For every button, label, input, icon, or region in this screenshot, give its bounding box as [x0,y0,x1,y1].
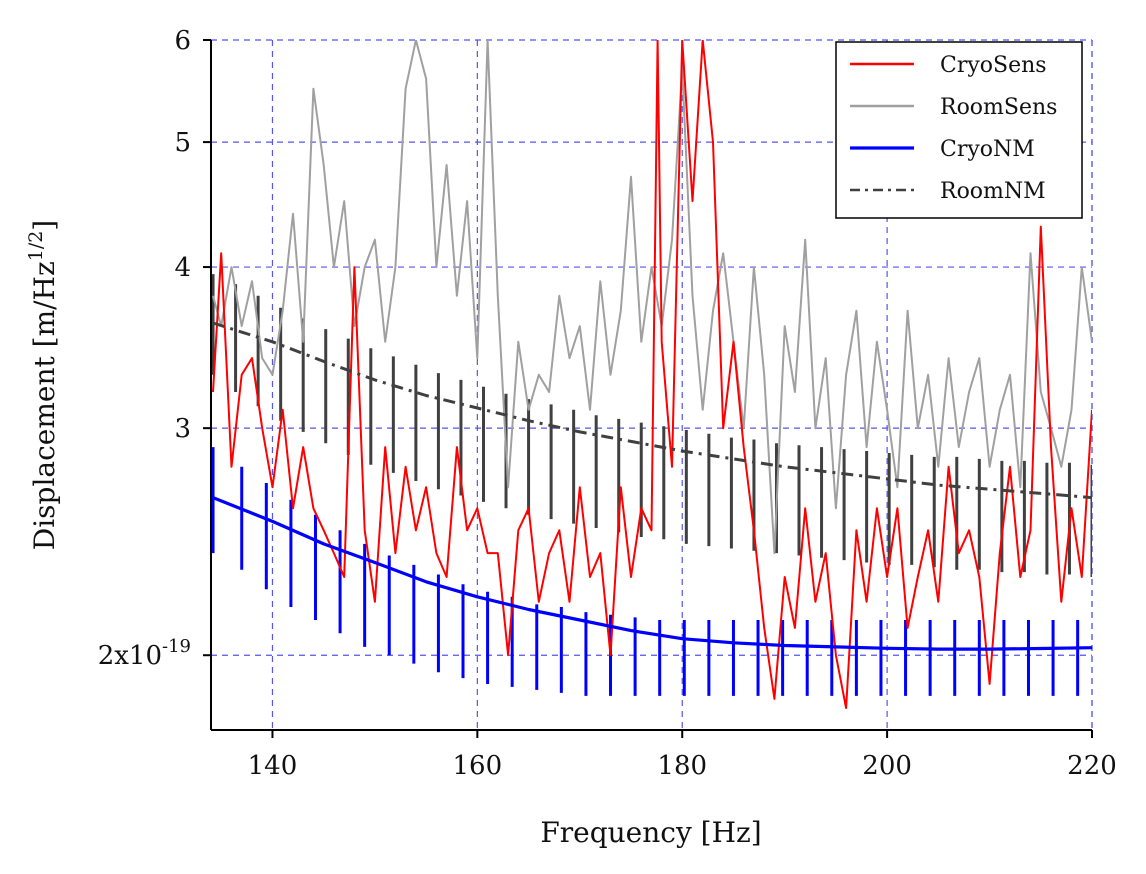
y-tick-label-base: 5 [174,128,191,158]
y-tick-label: 6 [174,26,191,56]
legend-label-roomnm: RoomNM [940,179,1046,204]
y-tick-label-base: 4 [174,253,191,283]
y-tick-label: 2x10-19 [98,636,191,671]
y-tick-label-exponent: -19 [162,636,191,657]
x-tick-label: 140 [248,751,298,781]
legend-label-roomsens: RoomSens [940,95,1057,120]
y-tick-label: 3 [174,414,191,444]
y-tick-label-base: 3 [174,414,191,444]
x-axis-title: Frequency [Hz] [540,816,761,849]
y-axis-title-main: Displacement [m/Hz [28,261,61,550]
x-tick-label: 200 [862,751,912,781]
axes [210,40,1092,731]
y-axis-title-sup: 1/2 [25,231,47,262]
y-tick-label: 4 [174,253,191,283]
legend-label-cryosens: CryoSens [940,53,1047,78]
x-tick-label: 180 [657,751,707,781]
plot-area [211,40,1092,709]
y-tick-label: 5 [174,128,191,158]
y-tick-label-base: 6 [174,26,191,56]
x-tick-label: 160 [453,751,503,781]
legend-box [835,41,1083,219]
y-axis-title-close: ] [28,220,61,231]
roomnm-line [212,321,1092,500]
y-axis-title: Displacement [m/Hz1/2] [25,220,61,551]
cryonm-line [212,496,1092,651]
legend: CryoSens RoomSens CryoNM RoomNM [835,41,1083,219]
x-tick-label: 220 [1067,751,1117,781]
tick-labels: 140 160 180 200 220 2x10-19 3 4 5 6 [98,26,1117,781]
roomsens-line [212,40,1092,555]
y-tick-label-base: 2x10 [98,641,162,671]
cryosens-line [212,40,1092,709]
legend-label-cryonm: CryoNM [940,137,1035,162]
